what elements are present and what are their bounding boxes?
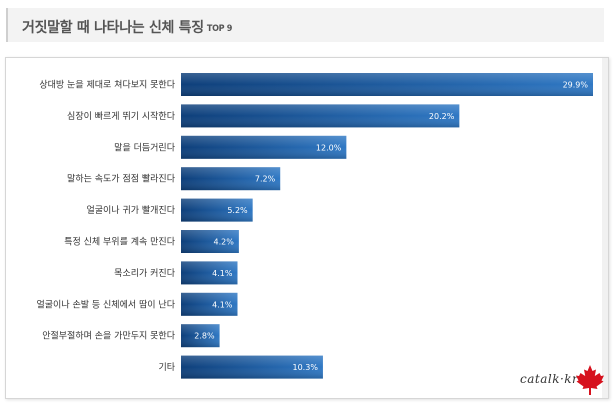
chart-title-suffix: TOP 9 bbox=[206, 24, 233, 34]
category-label: 심장이 빠르게 뛰기 시작한다 bbox=[67, 111, 176, 122]
chart-title: 거짓말할 때 나타나는 신체 특징 TOP 9 bbox=[22, 17, 232, 37]
category-label: 말을 더듬거린다 bbox=[114, 141, 176, 153]
category-label: 얼굴이나 귀가 빨개진다 bbox=[86, 205, 175, 216]
bar-shading bbox=[181, 135, 347, 159]
value-label: 4.2% bbox=[214, 238, 235, 247]
bar-shading bbox=[181, 355, 323, 379]
chart-title-text: 거짓말할 때 나타나는 신체 특징 bbox=[22, 20, 204, 36]
value-label: 7.2% bbox=[255, 175, 276, 184]
value-label: 4.1% bbox=[212, 269, 233, 278]
bar-shading bbox=[181, 230, 239, 253]
value-label: 2.8% bbox=[194, 332, 215, 341]
category-label: 얼굴이나 손발 등 신체에서 땀이 난다 bbox=[36, 299, 175, 310]
bar-shading bbox=[181, 73, 593, 96]
bar-shading bbox=[181, 324, 220, 348]
value-label: 4.1% bbox=[212, 300, 233, 309]
category-label: 기타 bbox=[158, 362, 175, 373]
value-label: 12.0% bbox=[316, 143, 342, 152]
bar-shading bbox=[181, 104, 460, 128]
bar-shading bbox=[181, 167, 281, 191]
brand-logo-text: catalk·kr bbox=[520, 372, 579, 386]
value-label: 20.2% bbox=[429, 112, 455, 121]
category-label: 상대방 눈을 제대로 쳐다보지 못한다 bbox=[39, 79, 175, 91]
category-label: 안절부절하며 손을 가만두지 못한다 bbox=[42, 330, 176, 342]
bar-shading bbox=[181, 292, 238, 316]
scrollbar-track[interactable] bbox=[602, 58, 608, 398]
bar-shading bbox=[181, 198, 253, 222]
category-label: 목소리가 커진다 bbox=[114, 268, 176, 279]
bar-shading bbox=[181, 261, 238, 285]
maple-leaf-icon bbox=[576, 365, 604, 395]
value-label: 29.9% bbox=[563, 81, 589, 90]
value-label: 10.3% bbox=[293, 363, 319, 372]
category-label: 특정 신체 부위를 계속 만진다 bbox=[64, 236, 176, 248]
value-label: 5.2% bbox=[227, 206, 248, 215]
title-bar: 거짓말할 때 나타나는 신체 특징 TOP 9 bbox=[6, 8, 604, 42]
bars-group: 상대방 눈을 제대로 쳐다보지 못한다 29.9% 심장이 빠르게 뛰기 시작한다 2… bbox=[36, 73, 593, 379]
category-label: 말하는 속도가 점점 빨라진다 bbox=[67, 173, 176, 185]
